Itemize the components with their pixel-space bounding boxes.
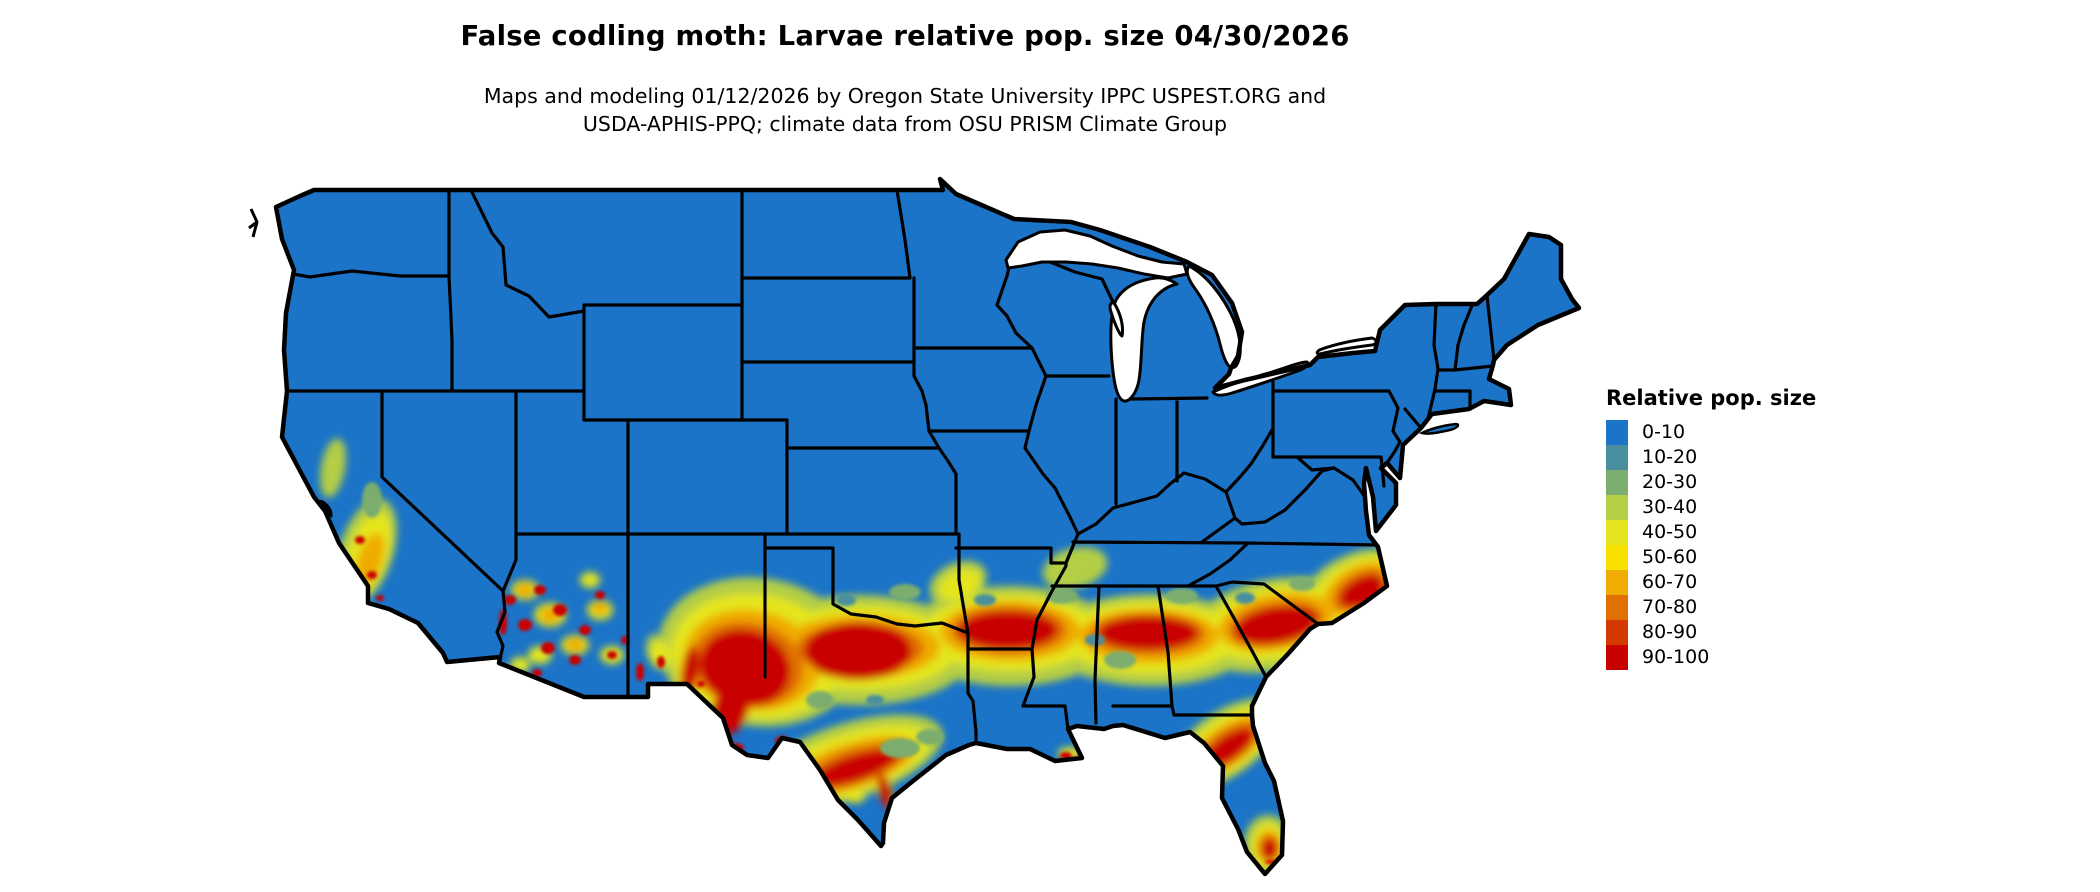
legend-item-label: 60-70 xyxy=(1642,571,1698,593)
legend-swatch xyxy=(1606,420,1628,445)
legend-item-label: 80-90 xyxy=(1642,621,1698,643)
legend-swatch xyxy=(1606,595,1628,620)
legend-swatch xyxy=(1606,495,1628,520)
legend-title: Relative pop. size xyxy=(1606,386,1817,410)
legend-item: 20-30 xyxy=(1606,470,1826,495)
legend: Relative pop. size 0-10 10-20 20-30 30-40 40… xyxy=(1606,386,1826,670)
legend-item: 50-60 xyxy=(1606,545,1826,570)
page-title: False codling moth: Larvae relative pop.… xyxy=(460,20,1350,52)
legend-swatch xyxy=(1606,570,1628,595)
legend-swatch xyxy=(1606,545,1628,570)
subtitle-line-2: USDA-APHIS-PPQ; climate data from OSU PR… xyxy=(582,112,1228,136)
legend-swatch xyxy=(1606,470,1628,495)
legend-item: 0-10 xyxy=(1606,420,1826,445)
legend-item: 60-70 xyxy=(1606,570,1826,595)
legend-items: 0-10 10-20 20-30 30-40 40-50 50-60 60-70 70-80 8… xyxy=(1606,420,1826,670)
legend-item-label: 50-60 xyxy=(1642,546,1698,568)
legend-item: 70-80 xyxy=(1606,595,1826,620)
legend-item-label: 40-50 xyxy=(1642,521,1698,543)
legend-item-label: 90-100 xyxy=(1642,646,1710,668)
legend-swatch xyxy=(1606,620,1628,645)
legend-swatch xyxy=(1606,645,1628,670)
legend-item: 90-100 xyxy=(1606,645,1826,670)
legend-swatch xyxy=(1606,520,1628,545)
legend-item: 30-40 xyxy=(1606,495,1826,520)
legend-item-label: 10-20 xyxy=(1642,446,1698,468)
legend-item: 40-50 xyxy=(1606,520,1826,545)
legend-swatch xyxy=(1606,445,1628,470)
legend-item-label: 30-40 xyxy=(1642,496,1698,518)
legend-item-label: 70-80 xyxy=(1642,596,1698,618)
legend-item: 10-20 xyxy=(1606,445,1826,470)
legend-item-label: 0-10 xyxy=(1642,421,1686,443)
legend-item-label: 20-30 xyxy=(1642,471,1698,493)
legend-item: 80-90 xyxy=(1606,620,1826,645)
subtitle-line-1: Maps and modeling 01/12/2026 by Oregon S… xyxy=(483,84,1327,108)
